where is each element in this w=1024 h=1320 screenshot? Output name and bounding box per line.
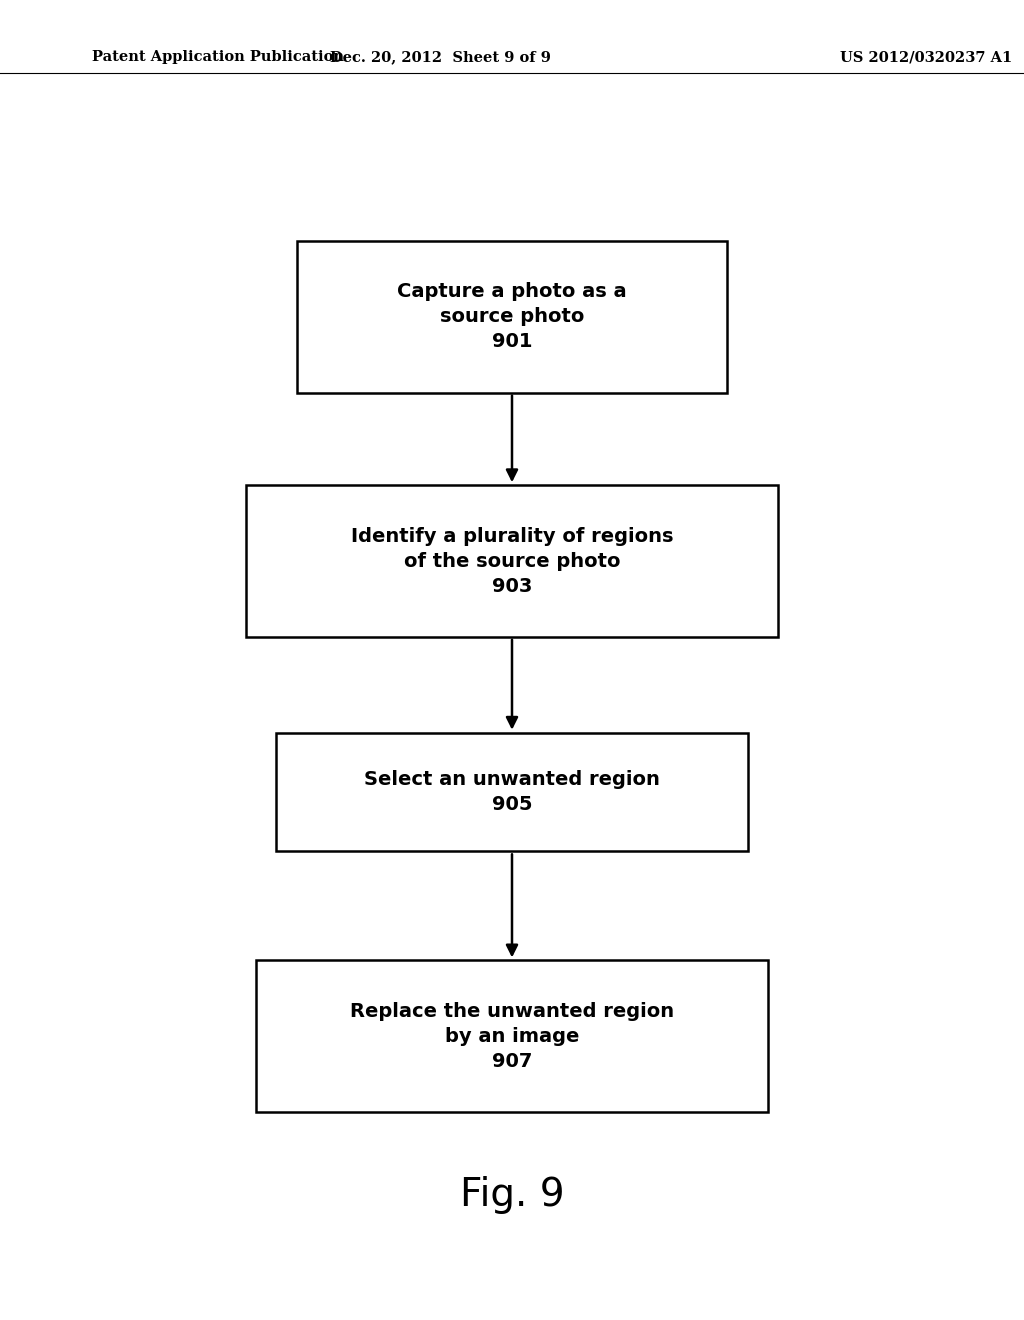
FancyBboxPatch shape bbox=[246, 486, 778, 638]
Text: Patent Application Publication: Patent Application Publication bbox=[92, 50, 344, 65]
FancyBboxPatch shape bbox=[276, 733, 748, 851]
Text: US 2012/0320237 A1: US 2012/0320237 A1 bbox=[840, 50, 1012, 65]
FancyBboxPatch shape bbox=[256, 961, 768, 1111]
Text: Identify a plurality of regions
of the source photo
903: Identify a plurality of regions of the s… bbox=[351, 527, 673, 595]
FancyBboxPatch shape bbox=[297, 242, 727, 393]
Text: Capture a photo as a
source photo
901: Capture a photo as a source photo 901 bbox=[397, 282, 627, 351]
Text: Fig. 9: Fig. 9 bbox=[460, 1176, 564, 1213]
Text: Select an unwanted region
905: Select an unwanted region 905 bbox=[365, 770, 659, 814]
Text: Dec. 20, 2012  Sheet 9 of 9: Dec. 20, 2012 Sheet 9 of 9 bbox=[330, 50, 551, 65]
Text: Replace the unwanted region
by an image
907: Replace the unwanted region by an image … bbox=[350, 1002, 674, 1071]
